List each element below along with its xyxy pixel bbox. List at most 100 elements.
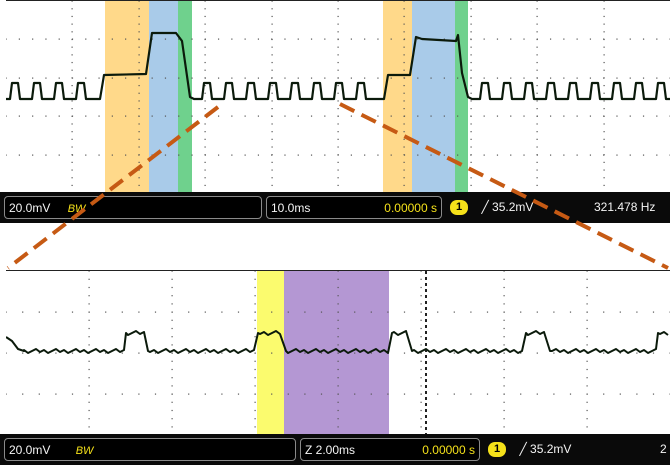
zoom-graticule-dot — [420, 409, 422, 412]
top-graticule-dot — [629, 115, 631, 117]
top-graticule-dot — [18, 77, 20, 79]
zoom-graticule-dot — [88, 409, 90, 412]
top-graticule-dot — [271, 138, 273, 140]
zoom-graticule-dot — [271, 311, 273, 313]
top-graticule-dot — [111, 154, 113, 156]
zoom-graticule-dot — [320, 352, 323, 354]
zoom-region-purple — [284, 271, 389, 435]
zoom-graticule-dot — [88, 344, 90, 346]
top-graticule-dot — [164, 154, 167, 156]
zoom-waveform-screen — [6, 270, 670, 435]
zoom-graticule-dot — [636, 393, 638, 395]
top-graticule-dot — [337, 23, 339, 25]
zoom-vertical-scale-box[interactable]: 20.0mV BW — [4, 438, 296, 461]
zoom-graticule-dot — [337, 352, 339, 354]
top-graticule-dot — [58, 38, 60, 40]
top-graticule-dot — [271, 108, 273, 110]
top-graticule-dot — [310, 77, 313, 79]
zoom-graticule-dot — [254, 385, 256, 387]
zoom-trigger-box[interactable]: 1 ╱ 35.2mV 2 — [484, 438, 670, 461]
zoom-graticule-dot — [536, 311, 538, 313]
zoom-graticule-dot — [486, 352, 489, 354]
top-graticule-dot — [536, 100, 538, 102]
top-graticule-dot — [603, 184, 605, 187]
top-graticule-dot — [337, 131, 339, 133]
zoom-graticule-dot — [420, 295, 422, 297]
zoom-horizontal-scale-box[interactable]: Z 2.00ms 0.00000 s — [300, 438, 480, 461]
top-graticule-dot — [271, 77, 273, 79]
top-graticule-dot — [603, 154, 605, 156]
zoom-graticule-dot — [38, 393, 40, 395]
zoom-graticule-dot — [503, 271, 505, 272]
zoom-graticule-dot — [337, 344, 339, 346]
top-graticule-dot — [350, 154, 352, 156]
zoom-graticule-dot — [420, 418, 422, 420]
zoom-graticule-dot — [304, 311, 306, 313]
zoom-graticule-dot — [503, 393, 505, 395]
top-graticule-dot — [231, 38, 233, 40]
top-graticule-dot — [297, 115, 299, 117]
zoom-graticule-dot — [586, 360, 588, 362]
top-graticule-dot — [45, 77, 47, 79]
top-graticule-dot — [204, 54, 206, 56]
top-graticule-dot — [271, 154, 273, 156]
zoom-graticule-dot — [403, 393, 406, 395]
top-graticule-dot — [603, 31, 605, 33]
zoom-graticule-dot — [171, 303, 173, 305]
top-graticule-dot — [204, 61, 206, 64]
zoom-volts-per-div: 20.0mV — [9, 443, 51, 457]
top-graticule-dot — [204, 69, 206, 71]
zoom-graticule-dot — [553, 311, 555, 313]
zoom-graticule-dot — [387, 393, 389, 395]
zoom-graticule-dot — [254, 393, 256, 395]
top-graticule-dot — [125, 154, 127, 156]
top-graticule-dot — [71, 8, 73, 10]
zoom-graticule-dot — [503, 286, 505, 289]
top-graticule-dot — [71, 184, 73, 187]
top-graticule-dot — [138, 177, 140, 179]
top-graticule-dot — [470, 84, 472, 87]
zoom-graticule-dot — [603, 311, 605, 313]
zoom-graticule-dot — [204, 393, 206, 395]
zoom-graticule-dot — [420, 327, 422, 330]
top-graticule-dot — [510, 154, 512, 156]
zoom-graticule-dot — [287, 393, 289, 395]
top-graticule-dot — [71, 100, 73, 102]
zoom-graticule-dot — [652, 311, 655, 313]
top-trigger-box[interactable]: 1 ╱ 35.2mV 321.478 Hz — [446, 196, 670, 219]
top-horizontal-scale-box[interactable]: 10.0ms 0.00000 s — [266, 196, 442, 219]
zoom-graticule-dot — [420, 426, 422, 428]
top-graticule-dot — [403, 23, 405, 25]
zoom-graticule-dot — [171, 360, 173, 362]
top-graticule-dot — [603, 46, 605, 48]
top-graticule-dot — [470, 169, 472, 171]
top-graticule-dot — [151, 154, 153, 156]
top-graticule-dot — [138, 115, 140, 117]
zoom-graticule-dot — [486, 311, 489, 313]
zoom-graticule-dot — [221, 311, 223, 313]
zoom-graticule-dot — [38, 311, 40, 313]
zoom-graticule-dot — [88, 401, 90, 403]
top-graticule-dot — [470, 61, 472, 64]
top-graticule-dot — [138, 77, 140, 79]
top-graticule-dot — [337, 38, 339, 40]
top-graticule-dot — [603, 69, 605, 71]
top-graticule-dot — [417, 38, 419, 40]
top-graticule-dot — [85, 154, 87, 156]
top-graticule-dot — [603, 84, 605, 87]
top-graticule-dot — [457, 77, 459, 79]
top-graticule-dot — [138, 69, 140, 71]
top-vertical-scale-box[interactable]: 20.0mV BW — [4, 196, 262, 219]
zoom-graticule-dot — [503, 311, 505, 313]
top-graticule-dot — [138, 169, 140, 171]
top-graticule-dot — [443, 154, 445, 156]
top-graticule-dot — [204, 169, 206, 171]
top-graticule-dot — [616, 38, 618, 40]
zoom-graticule-dot — [171, 426, 173, 428]
top-graticule-dot — [496, 154, 499, 156]
top-graticule-dot — [642, 77, 645, 79]
top-channel-badge: 1 — [450, 200, 469, 216]
zoom-graticule-dot — [503, 377, 505, 379]
top-graticule-dot — [403, 123, 405, 125]
zoom-graticule-dot — [38, 352, 40, 354]
